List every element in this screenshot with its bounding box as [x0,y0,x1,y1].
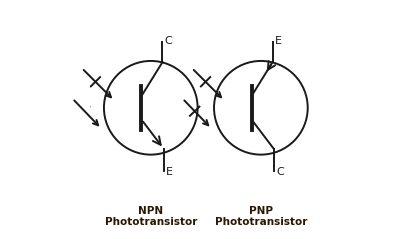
Text: C: C [275,167,283,177]
Text: C: C [164,36,172,46]
Text: E: E [166,167,173,177]
Text: PNP
Phototransistor: PNP Phototransistor [214,206,306,227]
Text: NPN
Phototransistor: NPN Phototransistor [104,206,197,227]
Text: E: E [274,36,281,46]
